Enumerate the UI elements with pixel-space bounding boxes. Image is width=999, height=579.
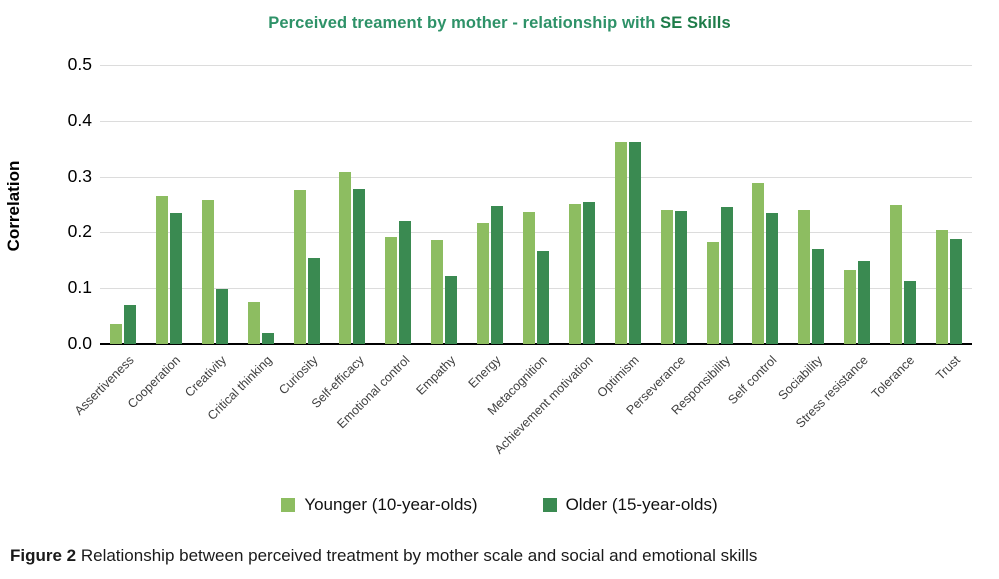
bar-sociability-older — [812, 249, 825, 344]
bar-creativity-younger — [201, 200, 214, 344]
caption-prefix: Figure 2 — [10, 546, 77, 565]
y-tick-label-0.1: 0.1 — [67, 277, 92, 298]
bar-responsibility-younger — [706, 242, 719, 344]
legend-swatch-older — [542, 498, 557, 512]
legend-item-younger: Younger (10-year-olds) — [281, 495, 478, 515]
gridline-0.2 — [100, 232, 972, 234]
bar-optimism-younger — [614, 142, 627, 344]
legend: Younger (10-year-olds) Older (15-year-old… — [0, 495, 999, 515]
gridline-0.3 — [100, 176, 972, 178]
legend-swatch-younger — [281, 498, 296, 512]
figure-caption: Figure 2 Relationship between perceived … — [10, 546, 757, 566]
bar-critical-thinking-younger — [247, 301, 260, 344]
bar-trust-younger — [936, 230, 949, 344]
gridline-0.4 — [100, 120, 972, 122]
x-tick-label-trust: Trust — [933, 353, 963, 383]
chart-title: Perceived treament by mother - relations… — [0, 14, 999, 33]
legend-label-younger: Younger (10-year-olds) — [304, 495, 478, 514]
plot-area — [100, 65, 972, 345]
bar-self-control-younger — [752, 182, 765, 344]
x-tick-label-empathy: Empathy — [413, 353, 459, 398]
bar-responsibility-older — [720, 206, 733, 344]
chart-title-main: Perceived treament by mother - relations… — [268, 14, 661, 32]
bar-empathy-younger — [431, 240, 444, 344]
bar-perseverance-older — [674, 211, 687, 344]
bar-energy-older — [491, 205, 504, 344]
bar-emotional-control-older — [399, 220, 412, 344]
bar-emotional-control-younger — [385, 236, 398, 344]
y-axis-title: Correlation — [4, 160, 23, 252]
bar-trust-older — [950, 238, 963, 344]
x-tick-label-creativity: Creativity — [181, 353, 229, 400]
bar-achievement-motivation-older — [582, 201, 595, 344]
bar-self-efficacy-older — [353, 188, 366, 344]
bar-curiosity-younger — [293, 190, 306, 344]
y-tick-label-0.3: 0.3 — [67, 165, 92, 186]
bar-creativity-older — [215, 289, 228, 344]
bar-sociability-younger — [798, 209, 811, 344]
y-tick-label-0.2: 0.2 — [67, 221, 92, 242]
bar-cooperation-older — [169, 213, 182, 344]
bar-critical-thinking-older — [261, 332, 274, 344]
chart-title-emphasis: SE Skills — [660, 14, 731, 32]
bar-perseverance-younger — [660, 209, 673, 344]
x-tick-label-optimism: Optimism — [594, 353, 642, 401]
gridline-0.5 — [100, 65, 972, 66]
bar-self-control-older — [766, 212, 779, 344]
bar-assertiveness-older — [123, 304, 136, 344]
bar-stress-resistance-younger — [844, 270, 857, 344]
bar-curiosity-older — [307, 258, 320, 344]
x-tick-label-assertiveness: Assertiveness — [71, 353, 137, 418]
y-tick-label-0.0: 0.0 — [67, 333, 92, 353]
x-tick-label-energy: Energy — [466, 353, 504, 391]
bar-assertiveness-younger — [109, 324, 122, 344]
bar-energy-younger — [477, 223, 490, 344]
x-tick-label-self-control: Self control — [725, 353, 780, 408]
bar-cooperation-younger — [155, 196, 168, 344]
bar-self-efficacy-younger — [339, 172, 352, 344]
y-tick-label-0.5: 0.5 — [67, 54, 92, 74]
bar-achievement-motivation-younger — [568, 203, 581, 344]
legend-item-older: Older (15-year-olds) — [542, 495, 718, 515]
gridline-0.1 — [100, 288, 972, 290]
y-tick-label-0.4: 0.4 — [67, 109, 92, 130]
caption-text: Relationship between perceived treatment… — [76, 546, 758, 565]
bar-empathy-older — [445, 276, 458, 344]
bar-optimism-older — [628, 142, 641, 344]
bar-metacognition-younger — [523, 212, 535, 344]
bar-metacognition-older — [537, 250, 549, 344]
x-tick-label-tolerance: Tolerance — [868, 353, 918, 402]
bar-tolerance-older — [904, 280, 917, 344]
x-axis-line — [100, 343, 972, 345]
bar-tolerance-younger — [890, 205, 903, 344]
legend-label-older: Older (15-year-olds) — [565, 495, 718, 514]
x-tick-label-curiosity: Curiosity — [276, 353, 321, 398]
bar-stress-resistance-older — [858, 261, 871, 344]
